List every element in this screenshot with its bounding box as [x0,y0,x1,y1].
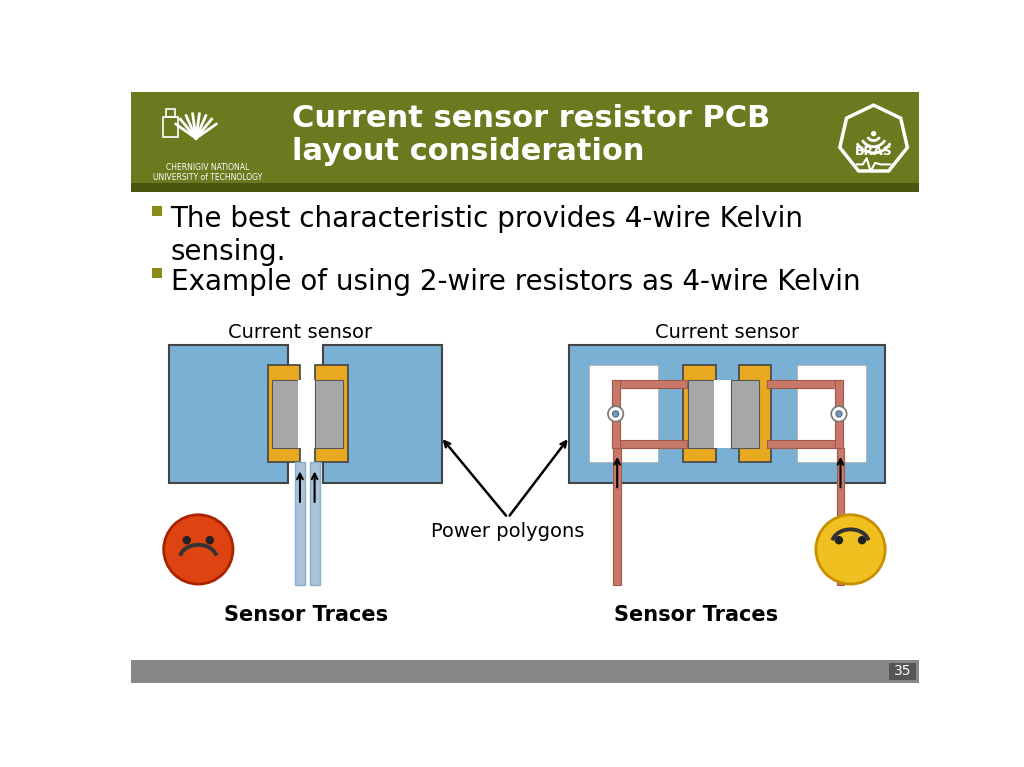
Text: Example of using 2-wire resistors as 4-wire Kelvin: Example of using 2-wire resistors as 4-w… [171,268,860,295]
Bar [131,92,920,188]
Bar [315,365,348,463]
Circle shape [871,131,877,137]
Bar [569,344,885,483]
Bar [731,380,759,448]
Bar [163,117,178,137]
Circle shape [835,536,843,545]
Bar [169,344,289,483]
Bar [611,380,687,388]
Bar [739,365,771,463]
Circle shape [816,515,885,584]
Circle shape [858,536,866,545]
Bar [272,380,300,448]
Text: BRAS: BRAS [855,145,893,158]
Bar [613,448,621,585]
Bar [589,365,658,463]
Bar [611,440,687,448]
Bar [315,380,343,448]
Circle shape [206,536,214,545]
Bar [323,344,442,483]
Text: CHERNIGIV NATIONAL
UNIVERSITY of TECHNOLOGY: CHERNIGIV NATIONAL UNIVERSITY of TECHNOL… [153,163,262,183]
Circle shape [182,536,191,545]
Bar [797,365,866,463]
Bar [688,380,716,448]
Circle shape [612,411,618,417]
Bar [153,268,162,278]
Bar [134,96,287,180]
Text: 35: 35 [894,664,911,678]
Text: Current sensor: Current sensor [655,323,800,342]
Bar [131,183,920,193]
Bar [611,380,620,448]
Bar [131,660,920,683]
Text: The best characteristic provides 4-wire Kelvin
sensing.: The best characteristic provides 4-wire … [171,206,804,265]
Bar [166,109,175,117]
Text: Current sensor resistor PCB
layout consideration: Current sensor resistor PCB layout consi… [292,104,770,166]
Bar [295,463,305,585]
Circle shape [836,411,842,417]
Bar [683,365,716,463]
Text: Power polygons: Power polygons [431,522,585,541]
Bar [837,448,845,585]
Bar [836,380,843,448]
Circle shape [608,407,624,422]
Bar [298,380,315,448]
Bar [889,663,915,680]
Bar [153,206,162,216]
Text: Current sensor: Current sensor [228,323,372,342]
Bar [310,463,319,585]
Circle shape [164,515,233,584]
Text: Sensor Traces: Sensor Traces [614,605,778,625]
Text: Sensor Traces: Sensor Traces [224,605,388,625]
Bar [267,365,300,463]
Bar [714,380,731,448]
Bar [767,440,843,448]
Circle shape [831,407,847,422]
Bar [767,380,843,388]
